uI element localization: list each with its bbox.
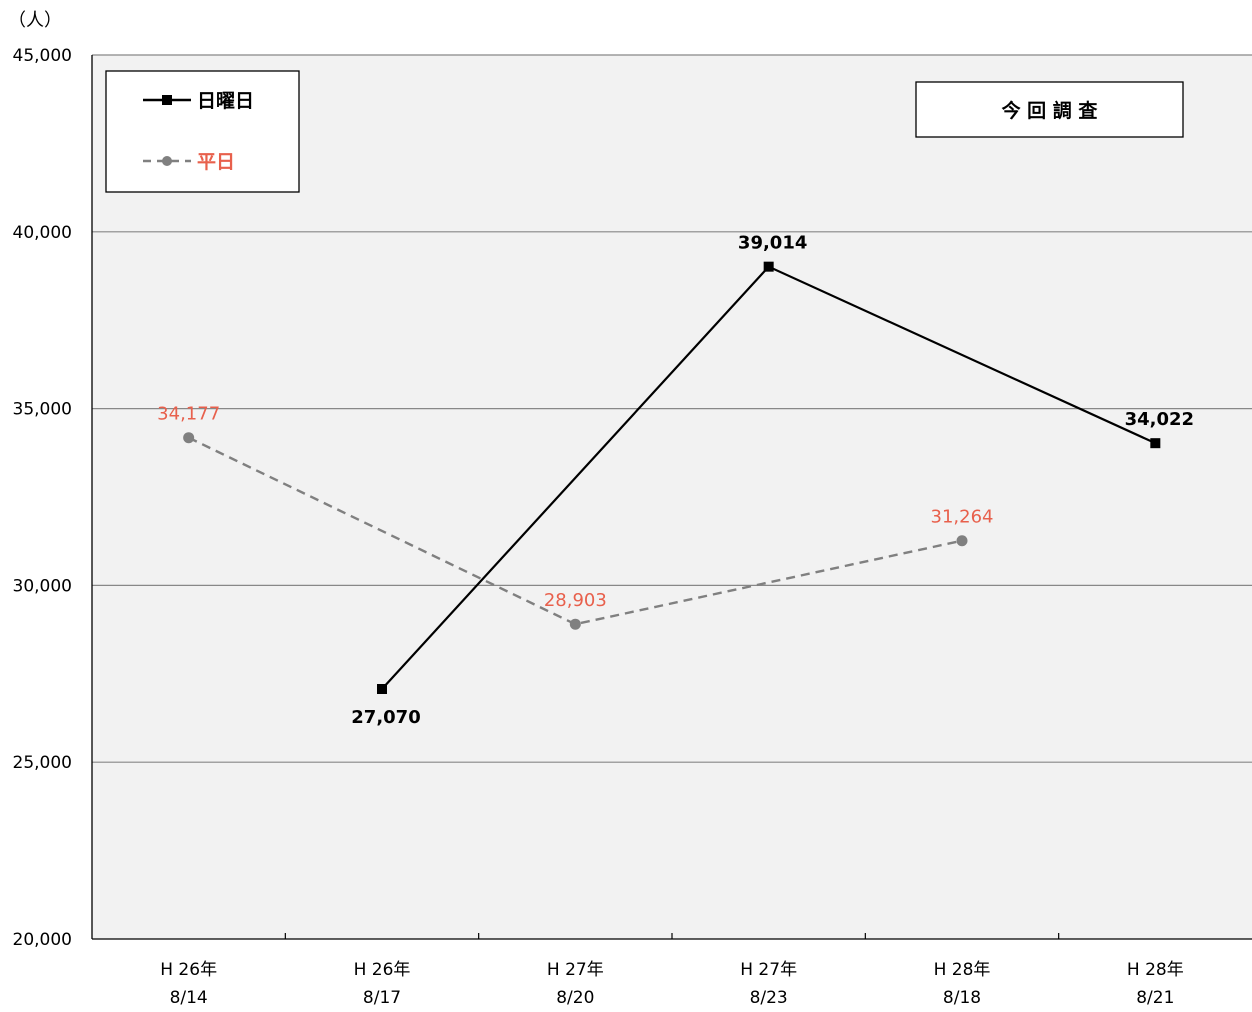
legend-label: 日曜日 [197,90,254,112]
plot-area [92,55,1252,939]
y-tick-label: 45,000 [13,46,72,66]
data-label: 28,903 [544,590,607,611]
x-tick-label-date: 8/20 [556,988,594,1008]
x-tick-label-date: 8/14 [170,988,208,1008]
y-tick-label: 35,000 [13,400,72,420]
annotation-text: 今 回 調 査 [1001,99,1099,122]
x-tick-label-year: H 28年 [934,960,991,980]
legend-marker [162,156,172,166]
x-tick-label-date: 8/18 [943,988,981,1008]
data-label: 34,022 [1125,409,1194,430]
annotation-box [915,81,1184,138]
legend-box [105,70,300,193]
data-point-marker [956,535,968,547]
data-point-marker [569,618,581,630]
series-line-1 [188,436,963,626]
y-axis-unit-label: （人） [8,10,62,31]
legend-label: 平日 [197,151,235,173]
data-point-marker [183,432,195,444]
x-tick-label-year: H 28年 [1127,960,1184,980]
data-point-marker [377,684,387,695]
x-tick-label-year: H 26年 [354,960,411,980]
data-label: 34,177 [157,404,220,425]
y-tick-label: 25,000 [13,753,72,773]
legend-marker [162,95,172,105]
x-tick-label-year: H 27年 [547,960,604,980]
x-tick-label-year: H 26年 [160,960,217,980]
x-tick-label-date: 8/21 [1136,988,1174,1008]
data-point-marker [763,261,774,272]
data-label: 31,264 [931,507,994,528]
y-tick-label: 20,000 [13,930,72,950]
x-tick-label-date: 8/23 [750,988,788,1008]
data-label: 27,070 [351,707,420,728]
y-tick-label: 30,000 [13,576,72,596]
x-tick-label-date: 8/17 [363,988,401,1008]
x-tick-label-year: H 27年 [740,960,797,980]
data-label: 39,014 [738,233,807,254]
y-tick-label: 40,000 [13,223,72,243]
data-point-marker [1150,438,1161,449]
